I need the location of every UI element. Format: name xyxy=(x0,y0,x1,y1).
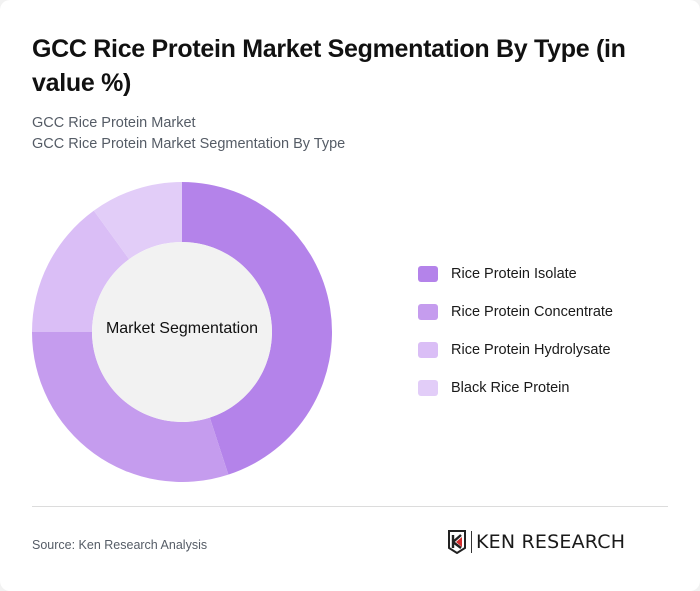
donut-hole xyxy=(92,242,272,422)
legend-swatch-icon xyxy=(418,265,438,282)
source-note: Source: Ken Research Analysis xyxy=(32,538,208,552)
donut-slice xyxy=(32,210,130,332)
legend-swatch-icon xyxy=(418,379,438,396)
legend-item-concentrate: Rice Protein Concentrate xyxy=(418,302,613,321)
donut-slice xyxy=(182,182,332,475)
legend-label: Rice Protein Isolate xyxy=(451,265,577,282)
legend-item-hydrolysate: Rice Protein Hydrolysate xyxy=(418,340,613,359)
legend-item-isolate: Rice Protein Isolate xyxy=(418,264,613,283)
legend-item-black-rice: Black Rice Protein xyxy=(418,378,613,397)
subtitle-segmentation: GCC Rice Protein Market Segmentation By … xyxy=(32,136,346,152)
ken-research-logo: KEN RESEARCH xyxy=(447,530,625,554)
donut-slice xyxy=(93,182,182,260)
legend-swatch-icon xyxy=(418,303,438,320)
logo-separator xyxy=(471,531,472,553)
chart-title: GCC Rice Protein Market Segmentation By … xyxy=(32,35,626,97)
legend-label: Rice Protein Concentrate xyxy=(451,303,613,320)
chart-subtitle: GCC Rice Protein Market GCC Rice Protein… xyxy=(32,113,345,155)
subtitle-market: GCC Rice Protein Market xyxy=(32,115,196,131)
logo-text: KEN RESEARCH xyxy=(476,531,626,553)
donut-slice xyxy=(32,332,229,482)
ken-research-k-icon xyxy=(448,530,466,554)
donut-center-label: Market Segmentation xyxy=(105,320,259,337)
legend-label: Black Rice Protein xyxy=(451,379,570,396)
chart-legend: Rice Protein Isolate Rice Protein Concen… xyxy=(418,264,613,416)
donut-chart xyxy=(32,182,332,482)
footer-divider xyxy=(32,506,668,507)
legend-label: Rice Protein Hydrolysate xyxy=(451,341,611,358)
legend-swatch-icon xyxy=(418,341,438,358)
